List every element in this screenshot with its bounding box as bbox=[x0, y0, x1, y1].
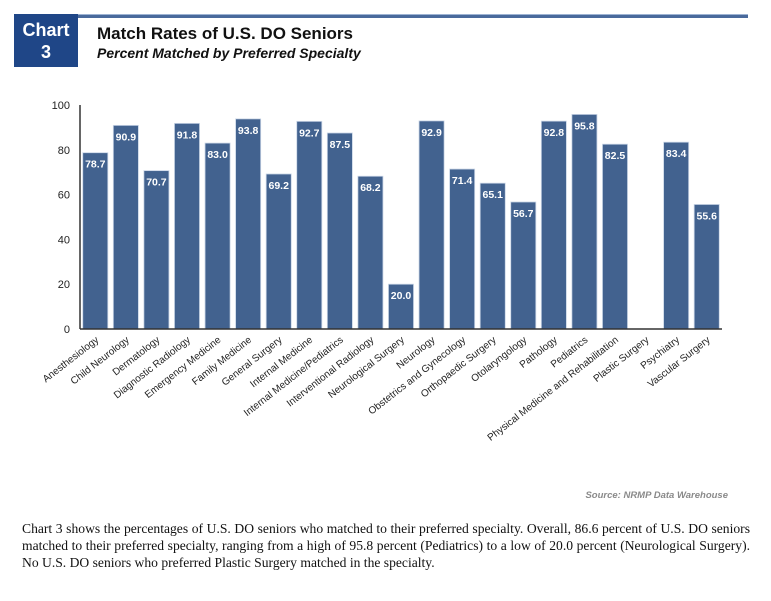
data-label: 78.7 bbox=[85, 159, 106, 171]
badge-number: 3 bbox=[40, 42, 51, 62]
bar bbox=[326, 132, 353, 330]
bar bbox=[204, 142, 231, 330]
data-label: 92.8 bbox=[544, 127, 565, 139]
data-label: 68.2 bbox=[360, 182, 381, 194]
bar bbox=[143, 170, 170, 330]
bar bbox=[418, 120, 445, 330]
bar bbox=[602, 143, 628, 330]
data-label: 83.0 bbox=[207, 149, 228, 161]
data-label: 70.7 bbox=[146, 177, 167, 189]
data-label: 56.7 bbox=[513, 208, 534, 220]
bar bbox=[357, 175, 384, 330]
bar bbox=[663, 141, 690, 330]
data-label: 71.4 bbox=[452, 175, 473, 187]
data-label: 95.8 bbox=[574, 120, 595, 132]
bars: 78.7 90.9 70.7 91.8 83.0 93.8 69.2 92.7 87.5 68.2… bbox=[82, 114, 720, 330]
y-tick-label: 0 bbox=[64, 324, 70, 336]
data-label: 90.9 bbox=[116, 131, 137, 143]
y-tick-label: 60 bbox=[58, 190, 70, 202]
bar bbox=[174, 122, 200, 330]
data-label: 91.8 bbox=[177, 129, 198, 141]
y-tick-label: 80 bbox=[58, 145, 70, 157]
y-tick-label: 40 bbox=[58, 234, 70, 246]
source-note: Source: NRMP Data Warehouse bbox=[585, 490, 728, 501]
data-label: 92.7 bbox=[299, 127, 320, 139]
bar bbox=[479, 182, 506, 330]
chart-number-badge: Chart 3 bbox=[14, 14, 78, 67]
data-label: 92.9 bbox=[421, 127, 442, 139]
bar bbox=[235, 118, 262, 330]
data-label: 69.2 bbox=[268, 180, 289, 192]
chart-title: Match Rates of U.S. DO Seniors bbox=[97, 24, 353, 43]
bar bbox=[540, 120, 567, 330]
bar bbox=[112, 124, 139, 330]
bar bbox=[449, 168, 476, 330]
badge-label: Chart bbox=[22, 20, 70, 40]
data-label: 83.4 bbox=[666, 148, 687, 160]
header-rule bbox=[78, 14, 748, 18]
bar bbox=[82, 152, 109, 330]
y-tick-label: 20 bbox=[58, 279, 70, 291]
y-axis-ticks: 0 20 40 60 80 100 bbox=[52, 100, 70, 336]
bar bbox=[693, 204, 720, 330]
y-tick-label: 100 bbox=[52, 100, 70, 112]
data-label: 87.5 bbox=[330, 139, 351, 151]
caption-paragraph: Chart 3 shows the percentages of U.S. DO… bbox=[22, 521, 750, 570]
data-label: 20.0 bbox=[391, 290, 412, 302]
data-label: 93.8 bbox=[238, 125, 259, 137]
data-label: 55.6 bbox=[696, 210, 717, 222]
bar bbox=[296, 120, 323, 330]
data-label: 82.5 bbox=[605, 150, 626, 162]
bar bbox=[265, 173, 292, 330]
bar-chart: 0 20 40 60 80 100 78.7 90.9 70.7 91.8 83.0 93.8 69.… bbox=[41, 100, 722, 444]
data-label: 65.1 bbox=[482, 189, 503, 201]
bar bbox=[388, 283, 414, 330]
chart-subtitle: Percent Matched by Preferred Specialty bbox=[97, 45, 361, 61]
bar bbox=[510, 201, 537, 330]
bar bbox=[571, 114, 598, 330]
